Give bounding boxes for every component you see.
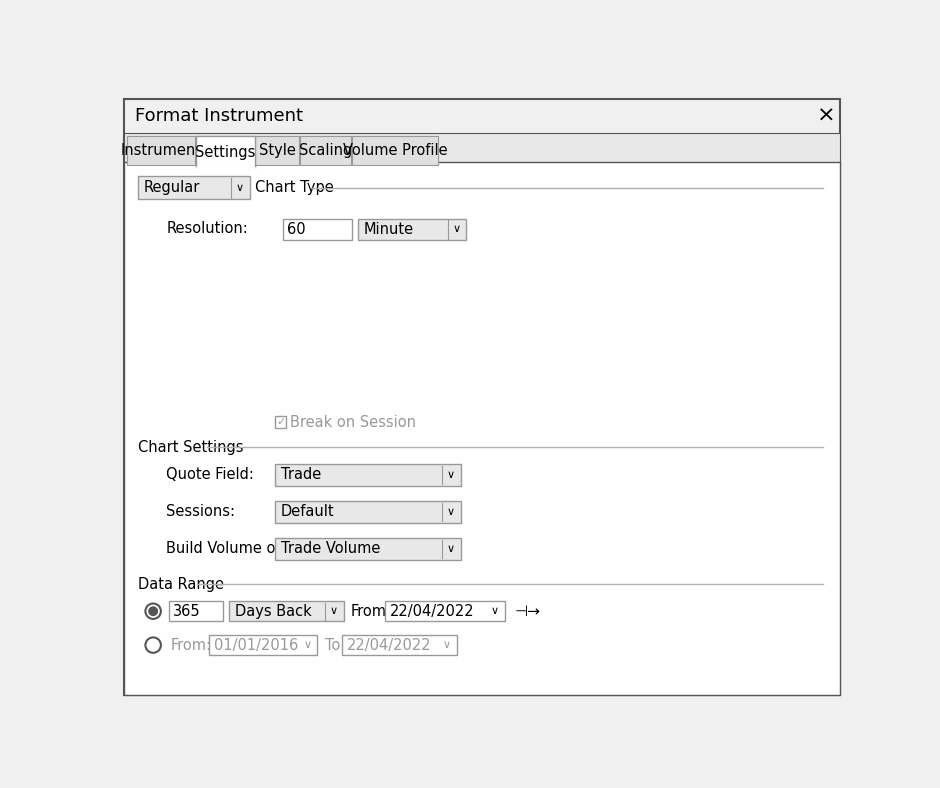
Circle shape	[146, 637, 161, 652]
Bar	[352, 136, 438, 165]
Bar	[283, 218, 352, 240]
Circle shape	[149, 607, 157, 615]
Text: Days Back: Days Back	[235, 604, 312, 619]
Text: ×: ×	[817, 106, 835, 126]
Text: Quote Field:: Quote Field:	[166, 466, 254, 481]
Text: Data Range: Data Range	[137, 577, 224, 592]
Text: From:: From:	[351, 604, 392, 619]
Text: 22/04/2022: 22/04/2022	[347, 637, 431, 652]
Text: Default: Default	[281, 504, 335, 519]
Text: Resolution:: Resolution:	[166, 221, 248, 236]
Bar	[137, 177, 250, 199]
Text: ∨: ∨	[446, 507, 455, 517]
Text: Chart Type: Chart Type	[256, 180, 335, 195]
Bar	[274, 416, 287, 428]
Bar	[342, 635, 457, 655]
Text: Scaling: Scaling	[299, 143, 352, 158]
Text: Build Volume on:: Build Volume on:	[166, 541, 290, 556]
Bar	[124, 133, 839, 167]
Text: 22/04/2022: 22/04/2022	[389, 604, 474, 619]
Text: Settings: Settings	[195, 145, 256, 160]
Text: ∨: ∨	[304, 640, 311, 650]
Bar	[274, 501, 461, 522]
Text: ∨: ∨	[446, 470, 455, 480]
Text: Volume Profile: Volume Profile	[343, 143, 447, 158]
Bar	[196, 136, 255, 169]
Bar	[124, 162, 839, 695]
Text: Minute: Minute	[364, 221, 415, 237]
Text: 01/01/2016: 01/01/2016	[213, 637, 298, 652]
Text: ∨: ∨	[443, 640, 451, 650]
Text: ∨: ∨	[452, 225, 461, 234]
Text: Trade Volume: Trade Volume	[281, 541, 381, 556]
Bar	[127, 136, 195, 165]
Text: 60: 60	[288, 221, 306, 237]
Text: Style: Style	[258, 143, 295, 158]
Bar	[209, 635, 318, 655]
Bar	[358, 218, 466, 240]
Circle shape	[146, 604, 161, 619]
Text: To:: To:	[325, 637, 346, 652]
Text: Trade: Trade	[281, 467, 321, 482]
Bar	[229, 601, 344, 621]
Text: ✓: ✓	[276, 417, 286, 427]
Text: ⊣→: ⊣→	[514, 604, 540, 619]
Bar	[300, 136, 351, 165]
Text: Instrument: Instrument	[120, 143, 201, 158]
Bar	[384, 601, 505, 621]
Bar	[274, 464, 461, 485]
Text: From:: From:	[170, 637, 212, 652]
Text: ∨: ∨	[446, 544, 455, 554]
Text: Regular: Regular	[144, 180, 200, 195]
Bar	[274, 538, 461, 559]
Bar	[168, 601, 223, 621]
Text: 365: 365	[173, 604, 201, 619]
Text: ∨: ∨	[236, 183, 244, 193]
Text: ∨: ∨	[330, 606, 337, 616]
Text: ∨: ∨	[491, 606, 499, 616]
Text: Chart Settings: Chart Settings	[137, 440, 243, 455]
Text: Break on Session: Break on Session	[290, 414, 416, 429]
Text: Format Instrument: Format Instrument	[134, 107, 303, 125]
Bar	[256, 136, 299, 165]
Text: Sessions:: Sessions:	[166, 504, 235, 519]
